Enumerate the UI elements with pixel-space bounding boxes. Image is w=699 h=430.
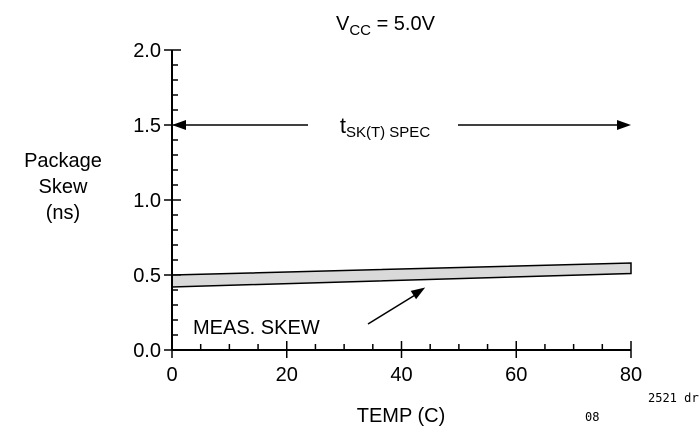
- x-tick-label: 20: [276, 364, 298, 386]
- y-tick-label: 0.5: [133, 265, 161, 287]
- figure-id-bottom: 08: [585, 410, 599, 424]
- y-tick-label: 1.5: [133, 115, 161, 137]
- spec-label: tSK(T) SPEC: [340, 113, 430, 141]
- y-tick-label: 0.0: [133, 340, 161, 362]
- title-sub: CC: [349, 22, 371, 39]
- measured-skew-band-layer: [171, 262, 632, 288]
- spec-label-sub: SK(T) SPEC: [346, 124, 430, 141]
- spec-arrowhead-left: [172, 120, 186, 130]
- x-axis-label: TEMP (C): [357, 405, 446, 427]
- spec-arrowhead-right: [617, 120, 631, 130]
- y-axis-label-line-1: Package: [24, 150, 102, 172]
- axes: [171, 50, 631, 351]
- x-tick-label: 40: [390, 364, 412, 386]
- y-tick-label: 1.0: [133, 190, 161, 212]
- x-tick-label: 0: [166, 364, 177, 386]
- annotation-label: MEAS. SKEW: [193, 317, 320, 339]
- y-axis-label-line-3: (ns): [46, 202, 80, 224]
- title-main: V: [336, 13, 350, 35]
- spec-label-main: t: [340, 113, 346, 138]
- annotation-leader-line: [367, 291, 420, 325]
- tick-marks: [164, 49, 632, 358]
- annotation-arrowhead: [410, 287, 426, 300]
- measured-skew-band: [171, 262, 632, 288]
- y-tick-label: 2.0: [133, 40, 161, 62]
- x-tick-label: 60: [505, 364, 527, 386]
- x-tick-label: 80: [620, 364, 642, 386]
- chart-title: VCC = 5.0V: [336, 13, 436, 39]
- title-rest: = 5.0V: [371, 13, 436, 35]
- spec-indicator: tSK(T) SPEC: [172, 113, 631, 141]
- meas-skew-annotation: MEAS. SKEW: [193, 287, 426, 339]
- y-axis-label-line-2: Skew: [39, 176, 88, 198]
- tick-labels: 0.0 0.5 1.0 1.5 2.0 0 20 40 60 80: [133, 40, 642, 386]
- figure-id-top: 2521 drw: [648, 391, 699, 405]
